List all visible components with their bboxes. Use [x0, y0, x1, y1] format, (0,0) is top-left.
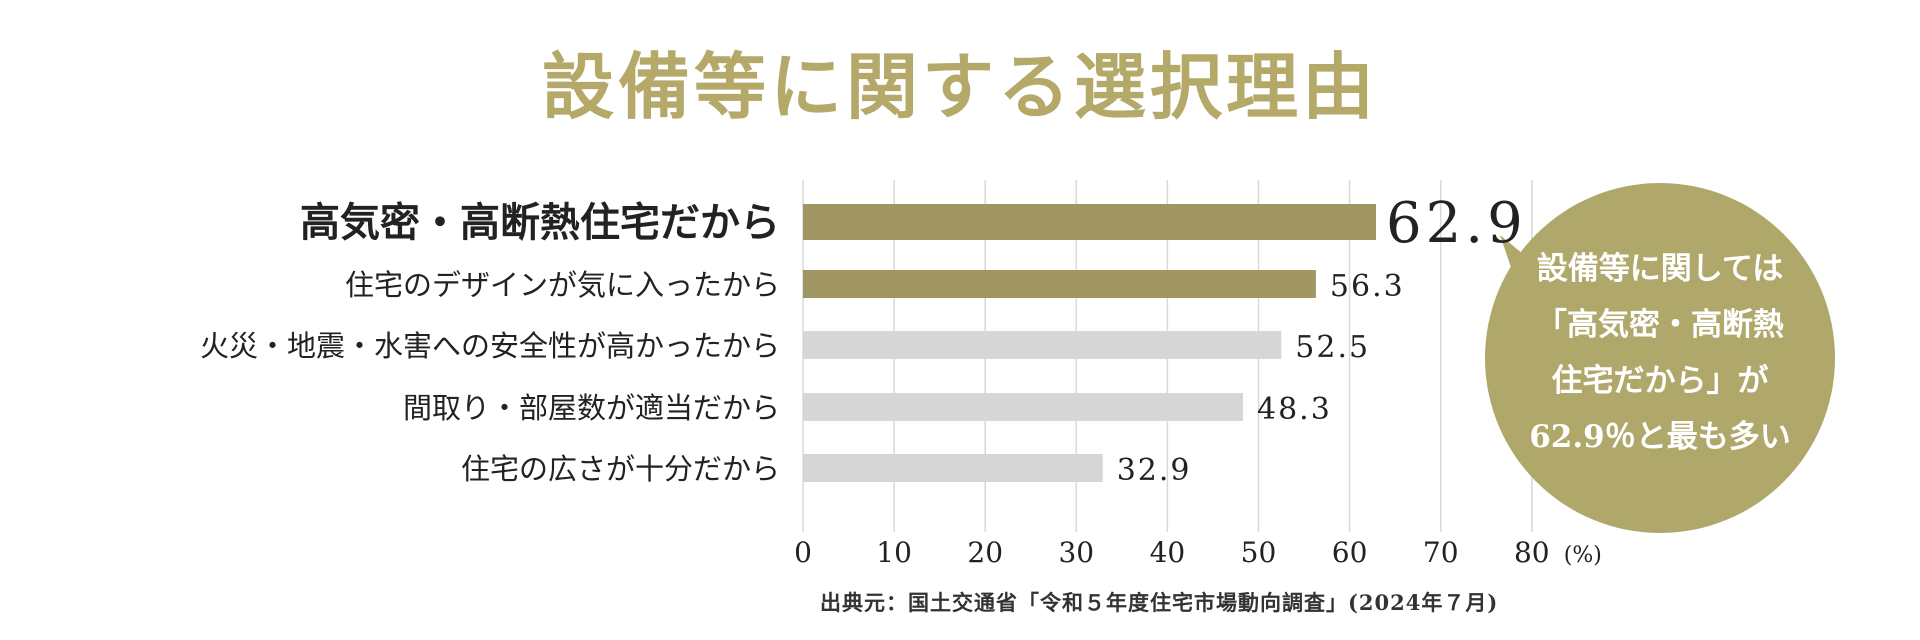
x-tick-label: 40 [1150, 536, 1186, 569]
x-axis-unit: (%) [1564, 543, 1602, 568]
x-tick-label: 30 [1058, 536, 1094, 569]
value-label: 32.9 [1117, 453, 1192, 488]
bar [803, 204, 1377, 240]
category-label: 住宅のデザインが気に入ったから [345, 268, 780, 302]
callout-line: 「高気密・高断熱 [1536, 307, 1784, 343]
category-label: 住宅の広さが十分だから [461, 452, 780, 486]
value-label: 62.9 [1386, 191, 1527, 256]
x-tick-label: 10 [876, 536, 912, 569]
x-tick-label: 80 [1514, 536, 1550, 569]
bar [803, 331, 1282, 359]
bar [803, 393, 1244, 421]
x-tick-label: 70 [1423, 536, 1459, 569]
x-tick-label: 0 [794, 536, 812, 569]
page-title: 設備等に関する選択理由 [541, 44, 1378, 129]
bar [803, 454, 1103, 482]
value-label: 52.5 [1295, 330, 1370, 365]
callout-line: 62.9％と最も多い [1529, 419, 1791, 455]
bar [803, 270, 1316, 298]
category-label: 高気密・高断熱住宅だから [300, 199, 780, 246]
callout-line: 設備等に関しては [1536, 251, 1784, 287]
category-label: 火災・地震・水害への安全性が高かったから [200, 329, 780, 363]
value-label: 48.3 [1257, 392, 1332, 427]
category-label: 間取り・部屋数が適当だから [403, 391, 780, 425]
callout-bubble: 設備等に関しては 「高気密・高断熱 住宅だから」が 62.9％と最も多い [1485, 183, 1835, 533]
callout-line: 住宅だから」が [1551, 363, 1769, 399]
value-label: 56.3 [1330, 269, 1405, 304]
x-tick-label: 20 [967, 536, 1003, 569]
callout-text: 設備等に関しては 「高気密・高断熱 住宅だから」が 62.9％と最も多い [1485, 241, 1835, 465]
source-note: 出典元：国土交通省「令和５年度住宅市場動向調査」(2024年７月) [820, 590, 1499, 615]
x-tick-label: 60 [1332, 536, 1368, 569]
x-tick-label: 50 [1241, 536, 1277, 569]
